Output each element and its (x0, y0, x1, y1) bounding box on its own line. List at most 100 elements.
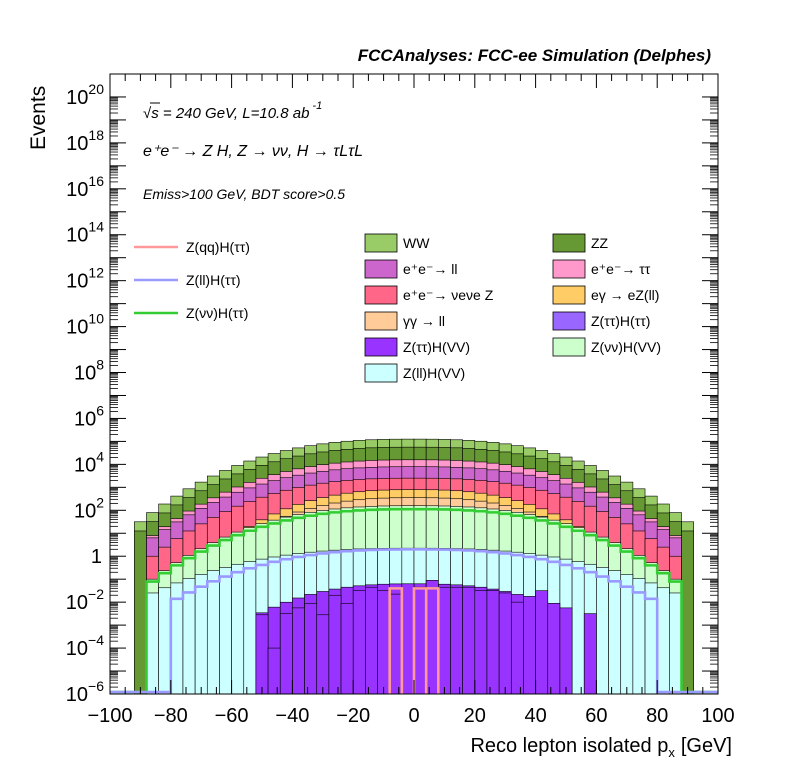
legend-label: Z(νν)H(VV) (591, 339, 661, 355)
bar (316, 614, 330, 695)
bar (571, 561, 585, 695)
y-tick-exponent: 20 (88, 81, 104, 97)
legend-label: e⁺e⁻→ ll (403, 261, 457, 277)
y-tick-label: 10−6 (66, 678, 104, 706)
legend-swatch-gammagamma (364, 311, 398, 331)
bar (438, 586, 451, 695)
bar (425, 580, 439, 695)
bar (255, 614, 269, 695)
bar (231, 563, 245, 695)
bar (681, 530, 694, 695)
energy-text: √s = 240 GeV, L=10.8 ab (143, 105, 309, 122)
bar (620, 574, 634, 695)
x-tick-label: −40 (275, 705, 309, 727)
y-tick-label: 1014 (66, 219, 104, 247)
bar (267, 647, 281, 695)
legend-swatch-ee-nunuz (364, 285, 398, 305)
x-axis-label-unit: [GeV] (681, 735, 732, 757)
y-tick-exponent: 16 (88, 173, 104, 189)
x-axis-label: Reco lepton isolated px [GeV] (470, 735, 732, 760)
legend-label: ZZ (591, 235, 609, 251)
bar (474, 590, 488, 695)
bar (328, 594, 342, 695)
legend-swatch-zll-hvv (364, 363, 398, 383)
y-axis-ticks: 102010181016101410121010108106104102110−… (66, 81, 718, 706)
x-tick-label: −80 (154, 705, 188, 727)
legend-swatch-ztautau-htautau (552, 311, 586, 331)
bar (352, 590, 366, 695)
bar (535, 590, 549, 695)
legend-swatch-ee-tautau (552, 259, 586, 279)
y-tick-label: 104 (74, 448, 104, 476)
legend-swatch-egamma (552, 285, 586, 305)
y-tick-exponent: 12 (88, 265, 104, 281)
selection-annotation: Emiss>100 GeV, BDT score>0.5 (143, 186, 345, 202)
bar (243, 561, 257, 695)
bar (656, 587, 670, 695)
y-tick-label: 1 (91, 546, 102, 568)
series-line-sig-qq (388, 587, 440, 694)
bar (413, 586, 427, 695)
chart-header: FCCAnalyses: FCC-ee Simulation (Delphes) (358, 46, 712, 65)
x-tick-label: 0 (408, 705, 419, 727)
y-tick-exponent: 4 (96, 448, 104, 464)
legend-label: eγ → eZ(ll) (591, 287, 659, 303)
bar (134, 530, 147, 695)
x-tick-label: 20 (464, 705, 486, 727)
legend-label: Z(ll)H(VV) (403, 365, 465, 381)
bar (596, 567, 609, 695)
y-tick-label: 1018 (66, 127, 104, 155)
x-tick-label: 80 (646, 705, 668, 727)
y-tick-base: 10 (66, 225, 88, 247)
bar (547, 602, 561, 695)
bar (146, 592, 159, 695)
energy-superscript: -1 (312, 100, 322, 112)
bar (158, 587, 172, 695)
bar (608, 570, 622, 695)
x-tick-label: 100 (701, 705, 734, 727)
y-tick-base: 10 (66, 87, 88, 109)
x-axis-ticks: −100 −80 −60 −40 −20 0 20 40 60 80 100 (87, 74, 735, 727)
legend-label: Z(ll)H(ττ) (186, 272, 241, 288)
y-tick-base: 10 (66, 592, 88, 614)
y-tick-base: 10 (66, 638, 88, 660)
y-tick-exponent: 8 (96, 357, 104, 373)
process-annotation: e⁺e⁻ → Z H, Z → νν, H → τLτL (143, 143, 363, 160)
bar (389, 593, 403, 695)
x-axis-label-subscript: x (668, 745, 675, 760)
bar (498, 592, 512, 695)
bar (194, 574, 208, 695)
legend-signals: Z(qq)H(ττ) Z(ll)H(ττ) Z(νν)H(ττ) (134, 239, 250, 321)
bar (669, 592, 682, 695)
bar (206, 570, 220, 695)
bar (365, 586, 378, 695)
bar (401, 583, 415, 695)
y-tick-base: 10 (66, 179, 88, 201)
x-tick-label: 40 (524, 705, 546, 727)
y-tick-label: 1010 (66, 311, 104, 339)
y-tick-label: 106 (74, 402, 104, 430)
y-tick-base: 10 (74, 363, 96, 385)
y-tick-exponent: −4 (88, 632, 104, 648)
bar (304, 602, 318, 695)
legend-label: WW (403, 235, 430, 251)
y-tick-exponent: 14 (88, 219, 104, 235)
y-tick-base: 10 (66, 317, 88, 339)
legend-swatch-zz (552, 233, 586, 253)
bar (219, 567, 232, 695)
legend-label: Z(ττ)H(ττ) (591, 313, 650, 329)
y-tick-exponent: 6 (96, 402, 104, 418)
y-tick-label: 10−2 (66, 586, 104, 614)
bar (510, 601, 524, 695)
y-tick-exponent: −2 (88, 586, 104, 602)
y-tick-label: 1012 (66, 265, 104, 293)
legend-label: Z(qq)H(ττ) (186, 239, 250, 255)
y-tick-exponent: 10 (88, 311, 104, 327)
bar (292, 607, 305, 695)
x-tick-label: −60 (215, 705, 249, 727)
y-tick-label: 102 (74, 494, 104, 522)
energy-annotation: √s = 240 GeV, L=10.8 ab -1 (143, 100, 322, 122)
x-tick-label: 60 (585, 705, 607, 727)
x-axis-label-main: Reco lepton isolated p (470, 735, 668, 757)
legend-swatch-ww (364, 233, 398, 253)
